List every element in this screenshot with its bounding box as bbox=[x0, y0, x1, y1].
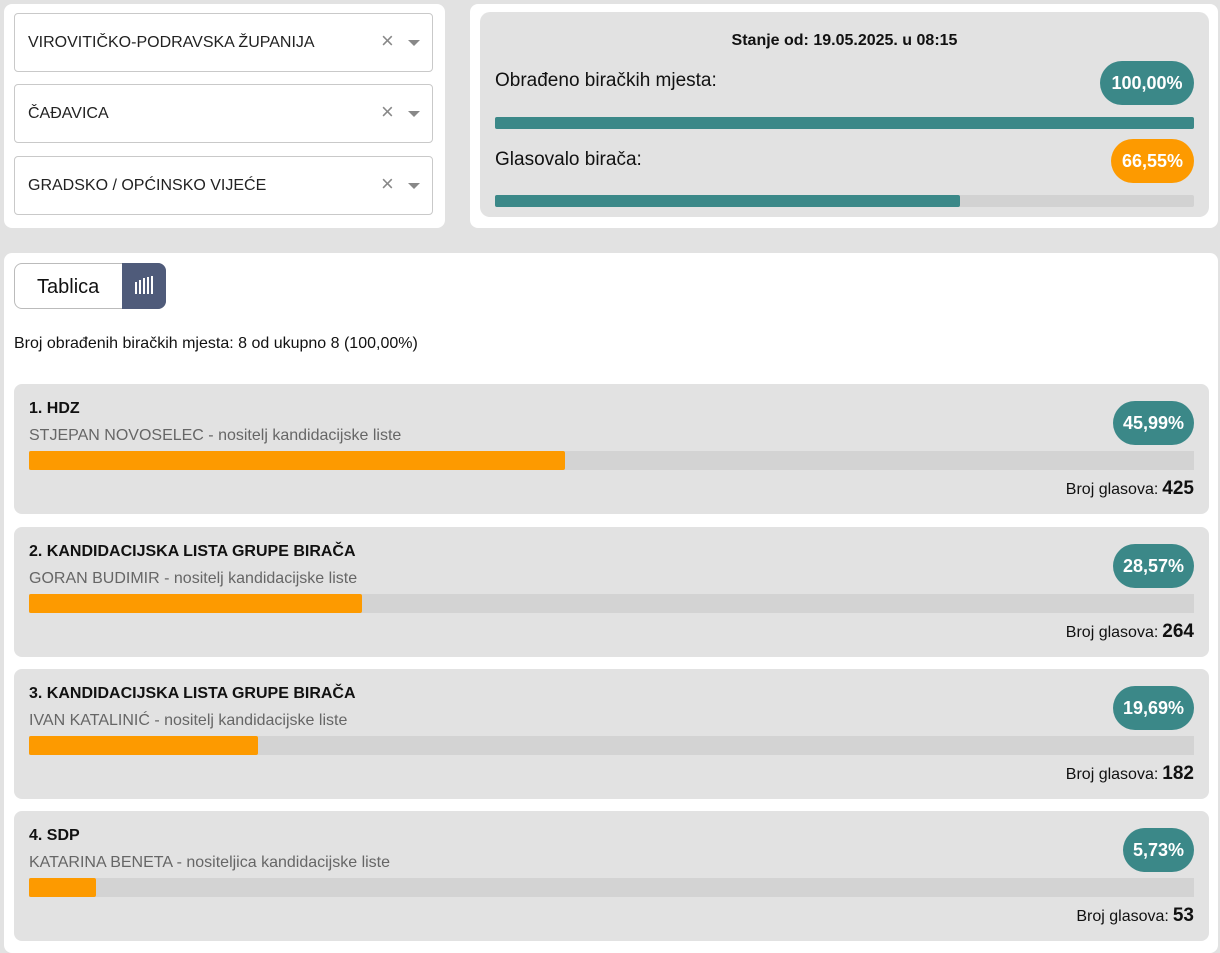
votes-label: Broj glasova: bbox=[1065, 481, 1159, 498]
result-progress-bar bbox=[29, 736, 1194, 755]
result-percent-badge: 28,57% bbox=[1112, 544, 1194, 588]
municipality-select-value: ČAĐAVICA bbox=[28, 105, 109, 122]
result-votes: Broj glasova: 182 bbox=[1066, 763, 1194, 785]
result-percent-badge: 45,99% bbox=[1112, 401, 1194, 445]
result-list-leader: STJEPAN NOVOSELEC - nositelj kandidacijs… bbox=[29, 427, 402, 444]
status-panel: Stanje od: 19.05.2025. u 08:15 Obrađeno … bbox=[470, 4, 1218, 228]
election-type-select-value: GRADSKO / OPĆINSKO VIJEĆE bbox=[28, 177, 267, 194]
view-toggle[interactable]: Tablica bbox=[14, 263, 166, 309]
processed-stations-text: Broj obrađenih biračkih mjesta: 8 od uku… bbox=[14, 335, 418, 352]
result-row: 1. HDZ STJEPAN NOVOSELEC - nositelj kand… bbox=[14, 384, 1209, 514]
processed-label: Obrađeno biračkih mjesta: bbox=[495, 70, 717, 91]
county-select[interactable]: VIROVITIČKO-PODRAVSKA ŽUPANIJA × bbox=[14, 13, 433, 72]
municipality-chevron-down-icon[interactable] bbox=[408, 111, 420, 117]
result-percent-badge: 19,69% bbox=[1112, 686, 1194, 730]
votes-label: Broj glasova: bbox=[1065, 624, 1159, 641]
result-list-name: 4. SDP bbox=[29, 827, 80, 844]
result-votes: Broj glasova: 264 bbox=[1066, 621, 1194, 643]
turnout-label: Glasovalo birača: bbox=[495, 149, 642, 170]
result-progress-bar bbox=[29, 878, 1194, 897]
county-select-value: VIROVITIČKO-PODRAVSKA ŽUPANIJA bbox=[28, 34, 315, 51]
election-type-chevron-down-icon[interactable] bbox=[408, 183, 420, 189]
result-progress-fill bbox=[29, 451, 565, 470]
result-votes: Broj glasova: 425 bbox=[1066, 478, 1194, 500]
votes-label: Broj glasova: bbox=[1076, 908, 1169, 925]
votes-count: 425 bbox=[1162, 478, 1194, 499]
result-progress-fill bbox=[29, 736, 259, 755]
municipality-select[interactable]: ČAĐAVICA × bbox=[14, 84, 433, 143]
filters-panel: VIROVITIČKO-PODRAVSKA ŽUPANIJA × ČAĐAVIC… bbox=[4, 4, 445, 228]
results-panel: Tablica Broj obrađenih biračkih mjesta: … bbox=[4, 253, 1218, 953]
result-list-name: 3. KANDIDACIJSKA LISTA GRUPE BIRAČA bbox=[29, 685, 356, 702]
table-view-button[interactable]: Tablica bbox=[37, 276, 100, 298]
result-row: 3. KANDIDACIJSKA LISTA GRUPE BIRAČA IVAN… bbox=[14, 669, 1209, 799]
turnout-progress-bar bbox=[495, 195, 1194, 207]
result-progress-bar bbox=[29, 594, 1194, 613]
processed-percent-badge: 100,00% bbox=[1100, 61, 1194, 105]
election-type-clear-icon[interactable]: × bbox=[381, 171, 394, 196]
result-progress-fill bbox=[29, 878, 96, 897]
votes-count: 53 bbox=[1172, 905, 1194, 926]
result-progress-bar bbox=[29, 451, 1194, 470]
election-type-select[interactable]: GRADSKO / OPĆINSKO VIJEĆE × bbox=[14, 156, 433, 215]
result-list-leader: KATARINA BENETA - nositeljica kandidacij… bbox=[29, 854, 391, 871]
status-box: Stanje od: 19.05.2025. u 08:15 Obrađeno … bbox=[480, 12, 1209, 217]
county-chevron-down-icon[interactable] bbox=[408, 40, 420, 46]
result-votes: Broj glasova: 53 bbox=[1076, 905, 1194, 927]
bar-chart-icon bbox=[135, 276, 153, 294]
result-row: 4. SDP KATARINA BENETA - nositeljica kan… bbox=[14, 811, 1209, 941]
chart-view-button[interactable] bbox=[122, 263, 166, 309]
processed-progress-bar bbox=[495, 117, 1194, 129]
result-progress-fill bbox=[29, 594, 362, 613]
votes-count: 182 bbox=[1162, 763, 1194, 784]
result-list-name: 1. HDZ bbox=[29, 400, 80, 417]
processed-progress-fill bbox=[495, 117, 1194, 129]
turnout-progress-fill bbox=[495, 195, 961, 207]
result-list-leader: GORAN BUDIMIR - nositelj kandidacijske l… bbox=[29, 570, 358, 587]
municipality-clear-icon[interactable]: × bbox=[381, 99, 394, 124]
votes-count: 264 bbox=[1162, 621, 1194, 642]
result-list-name: 2. KANDIDACIJSKA LISTA GRUPE BIRAČA bbox=[29, 543, 356, 560]
result-list-leader: IVAN KATALINIĆ - nositelj kandidacijske … bbox=[29, 712, 348, 729]
result-percent-badge: 5,73% bbox=[1122, 828, 1194, 872]
votes-label: Broj glasova: bbox=[1065, 766, 1159, 783]
status-timestamp: Stanje od: 19.05.2025. u 08:15 bbox=[731, 32, 958, 49]
result-row: 2. KANDIDACIJSKA LISTA GRUPE BIRAČA GORA… bbox=[14, 527, 1209, 657]
county-clear-icon[interactable]: × bbox=[381, 28, 394, 53]
turnout-percent-badge: 66,55% bbox=[1111, 139, 1194, 183]
